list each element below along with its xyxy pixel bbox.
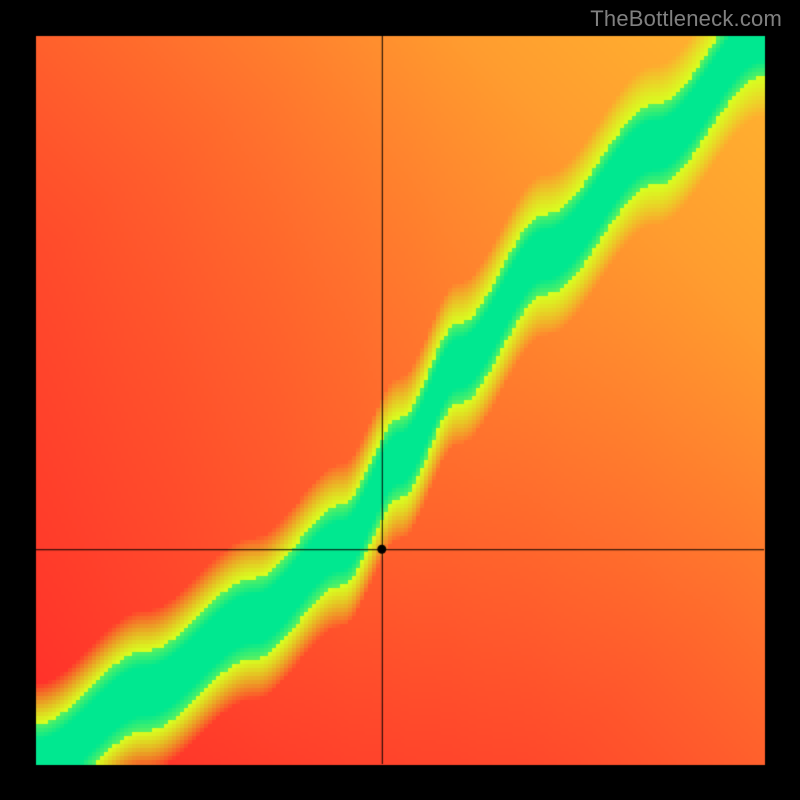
bottleneck-heatmap	[0, 0, 800, 800]
watermark-text: TheBottleneck.com	[590, 6, 782, 32]
